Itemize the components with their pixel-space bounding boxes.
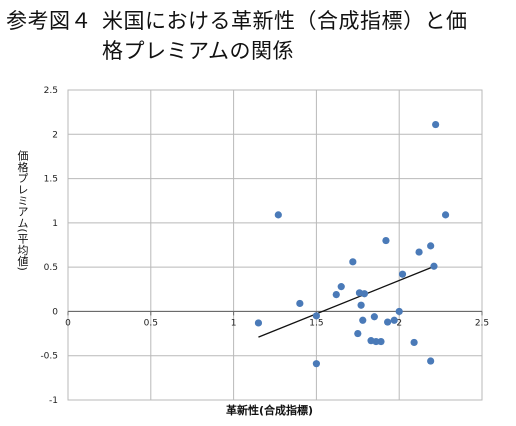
data-point: [441, 211, 450, 219]
y-axis-title: 価格プレミアム(平均値): [16, 150, 29, 271]
data-point: [427, 242, 435, 250]
data-point: [332, 291, 340, 299]
data-point: [360, 290, 369, 298]
data-point: [398, 270, 407, 278]
data-point: [349, 258, 357, 266]
x-tick-label: 1.5: [309, 318, 323, 328]
x-tick-label: 1: [231, 318, 237, 328]
data-point: [370, 313, 378, 321]
figure-title-line2: 格プレミアムの関係: [102, 39, 295, 63]
y-tick-label: -1: [49, 396, 58, 406]
data-point: [390, 316, 398, 324]
x-axis-title: 革新性(合成指標): [226, 404, 314, 417]
data-point: [337, 283, 345, 291]
data-point: [382, 236, 390, 245]
x-tick-label: 0.5: [144, 318, 158, 328]
data-point: [410, 338, 418, 347]
data-point: [254, 319, 263, 327]
x-tick-label: 0: [65, 318, 71, 328]
y-tick-label: 1.5: [44, 175, 58, 185]
data-point: [296, 299, 304, 308]
figure-title-line1: 米国における革新性（合成指標）と価: [102, 9, 468, 33]
figure-number: 参考図４: [6, 9, 92, 33]
y-tick-label: 1: [52, 219, 58, 229]
y-tick-label: 0.5: [44, 263, 58, 273]
data-point: [372, 337, 380, 346]
figure-title: 参考図４ 米国における革新性（合成指標）と価 格プレミアムの関係: [6, 6, 511, 66]
data-point: [274, 211, 282, 219]
data-point: [359, 316, 367, 324]
x-tick-label: 2: [396, 318, 402, 328]
data-point: [427, 357, 435, 365]
y-tick-label: 2: [52, 130, 58, 140]
plot-area: [67, 89, 483, 401]
data-point: [415, 248, 423, 256]
data-point: [384, 318, 392, 326]
data-point: [354, 329, 362, 338]
data-point: [312, 360, 320, 368]
y-tick-label: -0.5: [40, 352, 58, 362]
data-point: [357, 301, 365, 309]
data-point: [432, 120, 440, 129]
data-point: [312, 312, 320, 320]
data-point: [430, 262, 438, 270]
y-tick-label: 2.5: [44, 86, 58, 96]
y-tick-label: 0: [52, 307, 58, 317]
trend-line: [258, 266, 433, 338]
x-tick-label: 2.5: [475, 318, 489, 328]
data-point: [377, 337, 385, 346]
data-point: [395, 307, 403, 316]
